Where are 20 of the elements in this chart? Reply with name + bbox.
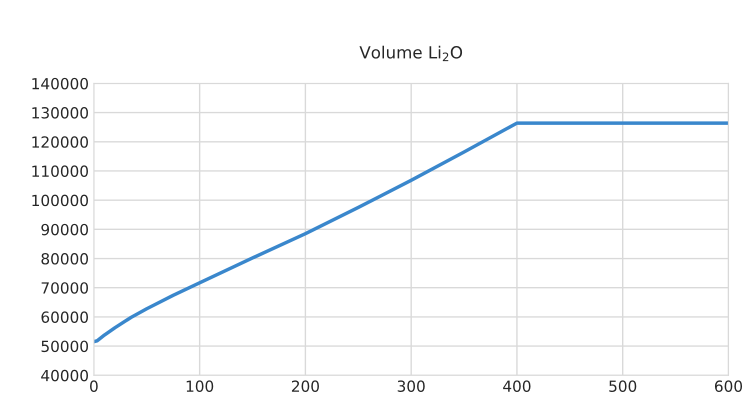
- y-tick-label: 100000: [32, 194, 88, 206]
- y-tick-label: 120000: [32, 136, 88, 148]
- y-tick-label: 50000: [42, 340, 88, 352]
- y-tick-label: 110000: [32, 165, 88, 177]
- x-tick-label: 300: [398, 380, 425, 392]
- x-tick-label: 400: [503, 380, 531, 392]
- y-tick-label: 130000: [32, 107, 88, 119]
- chart-title: Volume Li$_{2}$O: [359, 46, 462, 62]
- y-tick-label: 60000: [41, 311, 88, 323]
- y-tick-label: 140000: [32, 78, 88, 90]
- x-tick-label: 600: [714, 380, 742, 392]
- y-tick-label: 80000: [41, 253, 88, 265]
- x-tick-label: 500: [609, 380, 636, 392]
- y-tick-label: 70000: [42, 282, 88, 294]
- x-tick-label: 200: [292, 380, 319, 392]
- x-tick-label: 100: [186, 380, 214, 392]
- line-series: [94, 121, 728, 344]
- x-tick-label: 0: [90, 380, 98, 392]
- y-tick-label: 90000: [41, 224, 88, 236]
- y-tick-label: 40000: [41, 370, 88, 382]
